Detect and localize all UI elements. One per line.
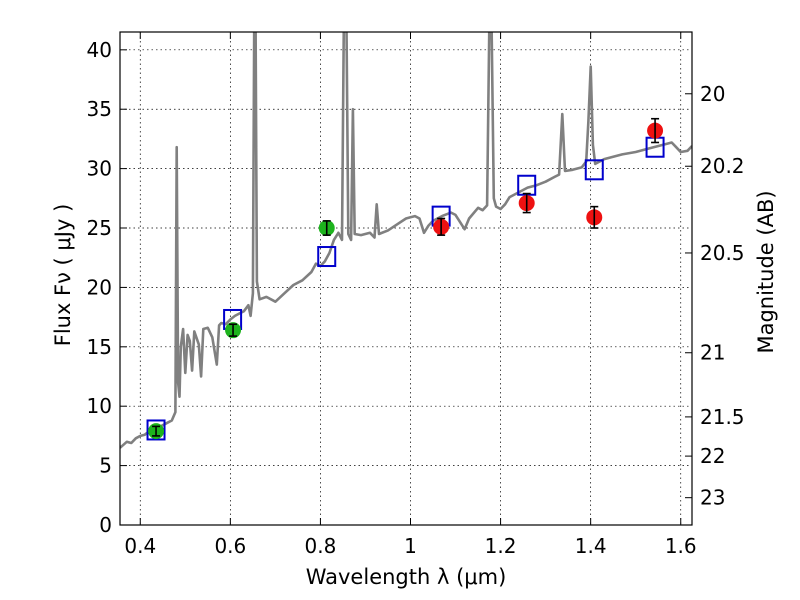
y-tick-label: 10 bbox=[87, 394, 112, 418]
x-tick-label: 0.4 bbox=[124, 534, 156, 558]
x-tick-label: 0.6 bbox=[214, 534, 246, 558]
x-tick-label: 1.2 bbox=[485, 534, 517, 558]
model-photometry-square bbox=[146, 419, 166, 441]
x-tick-label: 1.6 bbox=[665, 534, 697, 558]
x-tick-label: 1.4 bbox=[575, 534, 607, 558]
x-tick-label: 1 bbox=[404, 534, 417, 558]
spectrum-line bbox=[120, 32, 692, 449]
y-tick-label: 30 bbox=[87, 157, 112, 181]
y2-tick-label: 23 bbox=[700, 486, 725, 510]
y-tick-label: 5 bbox=[99, 454, 112, 478]
y2-tick-label: 20.5 bbox=[700, 241, 745, 265]
y-tick-label: 20 bbox=[87, 275, 112, 299]
y2-tick-label: 21 bbox=[700, 341, 725, 365]
y2-tick-label: 20.2 bbox=[700, 154, 745, 178]
x-axis-label: Wavelength λ (μm) bbox=[306, 565, 507, 589]
x-tick-label: 0.8 bbox=[305, 534, 337, 558]
ticks: 0.4 0.6 0.8 1 1.2 1.4 1.6 0 5 10 15 20 25 30 35 40 20 20.… bbox=[87, 32, 745, 558]
y-tick-label: 0 bbox=[99, 513, 112, 537]
y2-tick-label: 20 bbox=[700, 82, 725, 106]
y-tick-label: 15 bbox=[87, 335, 112, 359]
y-tick-label: 25 bbox=[87, 216, 112, 240]
model-photometry-square bbox=[317, 246, 337, 268]
data-layer bbox=[120, 32, 692, 449]
y2-tick-label: 22 bbox=[700, 444, 725, 468]
grid bbox=[120, 32, 692, 526]
y2-axis-label: Magnitude (AB) bbox=[754, 190, 778, 353]
y-tick-label: 35 bbox=[87, 97, 112, 121]
y-axis-label: Flux Fν ( μJy ) bbox=[51, 204, 75, 347]
plot-background bbox=[120, 32, 692, 525]
model-photometry-square bbox=[584, 159, 604, 181]
y-tick-label: 40 bbox=[87, 38, 112, 62]
plot-frame bbox=[119, 31, 693, 526]
y2-tick-label: 21.5 bbox=[700, 405, 745, 429]
